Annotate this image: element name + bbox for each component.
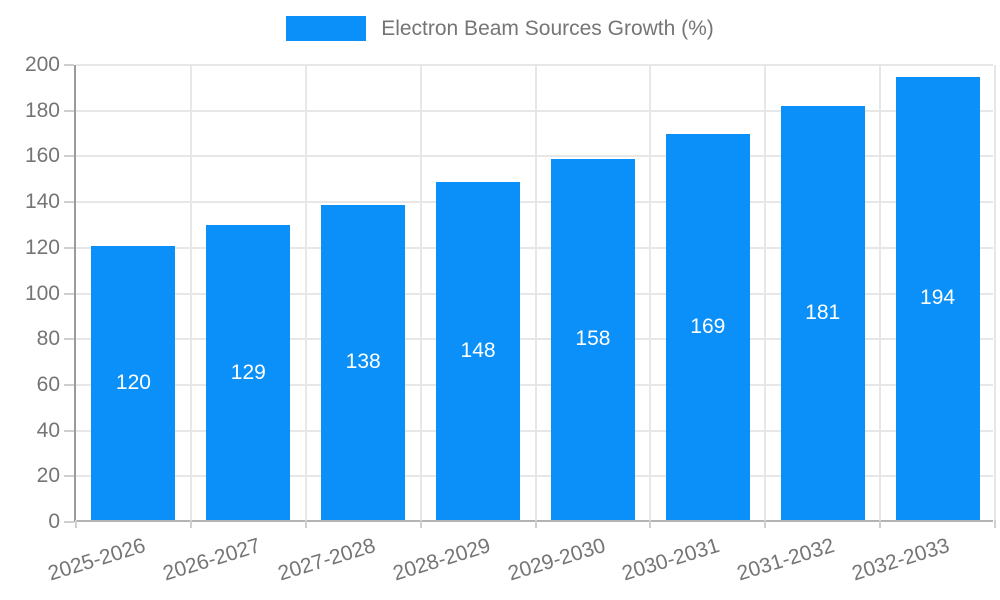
x-axis-category-label: 2025-2026 <box>45 534 149 586</box>
legend[interactable]: Electron Beam Sources Growth (%) <box>0 16 1000 41</box>
bar-value-label: 120 <box>115 370 151 394</box>
x-axis-tick <box>75 520 77 528</box>
y-axis-tick <box>64 246 74 249</box>
x-axis-tick <box>764 520 767 528</box>
x-axis-category-label: 2028-2029 <box>390 534 493 586</box>
x-axis-tick <box>534 520 537 528</box>
bar: 169 <box>665 133 750 520</box>
bar: 181 <box>780 106 865 520</box>
y-axis-tick-label: 120 <box>24 235 60 259</box>
y-axis-tick-label: 200 <box>24 53 60 76</box>
chart-plot-area: 0 20 40 60 80 100 120 140 160 180 200 120 129 138 148 1… <box>25 53 996 585</box>
v-gridline <box>994 65 996 520</box>
y-axis-tick-label: 60 <box>36 372 60 396</box>
x-axis-category-label: 2032-2033 <box>849 534 953 586</box>
v-gridline <box>879 65 882 520</box>
y-axis-tick <box>64 521 74 523</box>
x-axis-tick <box>419 520 422 528</box>
y-axis-tick-label: 160 <box>24 144 60 168</box>
y-axis-tick-label: 100 <box>24 281 60 305</box>
y-axis-tick <box>64 429 74 432</box>
bar-value-label: 148 <box>460 338 496 362</box>
y-axis-tick-label: 80 <box>36 327 60 351</box>
y-axis-tick <box>64 201 74 204</box>
x-axis-tick <box>879 520 882 528</box>
x-axis-category-label: 2030-2031 <box>619 534 723 586</box>
v-gridline <box>189 65 192 520</box>
x-axis-tick <box>304 520 307 528</box>
bar: 138 <box>321 204 406 520</box>
v-gridline <box>419 65 422 520</box>
bar-value-label: 138 <box>345 350 381 374</box>
v-gridline <box>534 65 537 520</box>
x-axis-tick <box>649 520 652 528</box>
bar-value-label: 169 <box>690 314 726 338</box>
bar-value-label: 181 <box>805 301 841 325</box>
x-axis-tick <box>994 520 996 528</box>
x-axis-category-label: 2031-2032 <box>734 534 838 586</box>
v-gridline <box>764 65 767 520</box>
bar-value-label: 194 <box>920 286 956 310</box>
x-axis-category-label: 2026-2027 <box>160 534 264 586</box>
x-axis-category-label: 2029-2030 <box>504 534 608 586</box>
y-axis-tick-label: 40 <box>36 418 60 442</box>
y-axis-tick-label: 180 <box>24 98 60 122</box>
bar: 120 <box>91 245 176 520</box>
bar: 148 <box>436 181 521 520</box>
y-axis-tick-label: 140 <box>24 190 60 214</box>
v-gridline <box>304 65 307 520</box>
y-axis-tick <box>64 64 74 66</box>
legend-label: Electron Beam Sources Growth (%) <box>381 16 714 40</box>
bar-value-label: 129 <box>230 360 266 384</box>
v-gridline <box>649 65 652 520</box>
y-axis-tick <box>64 155 74 158</box>
y-axis-tick <box>64 475 74 478</box>
y-axis-tick <box>64 383 74 386</box>
y-axis-tick <box>64 109 74 112</box>
bar: 158 <box>550 158 635 520</box>
y-axis-tick <box>64 338 74 341</box>
bar-value-label: 158 <box>575 327 611 351</box>
bar: 194 <box>895 76 980 520</box>
x-axis-tick <box>189 520 192 528</box>
bar: 129 <box>206 225 291 520</box>
y-axis-tick-label: 0 <box>48 510 60 533</box>
y-axis-tick-label: 20 <box>36 464 60 488</box>
x-axis-category-label: 2027-2028 <box>275 534 378 586</box>
legend-swatch <box>286 16 367 41</box>
y-axis-tick <box>64 292 74 295</box>
